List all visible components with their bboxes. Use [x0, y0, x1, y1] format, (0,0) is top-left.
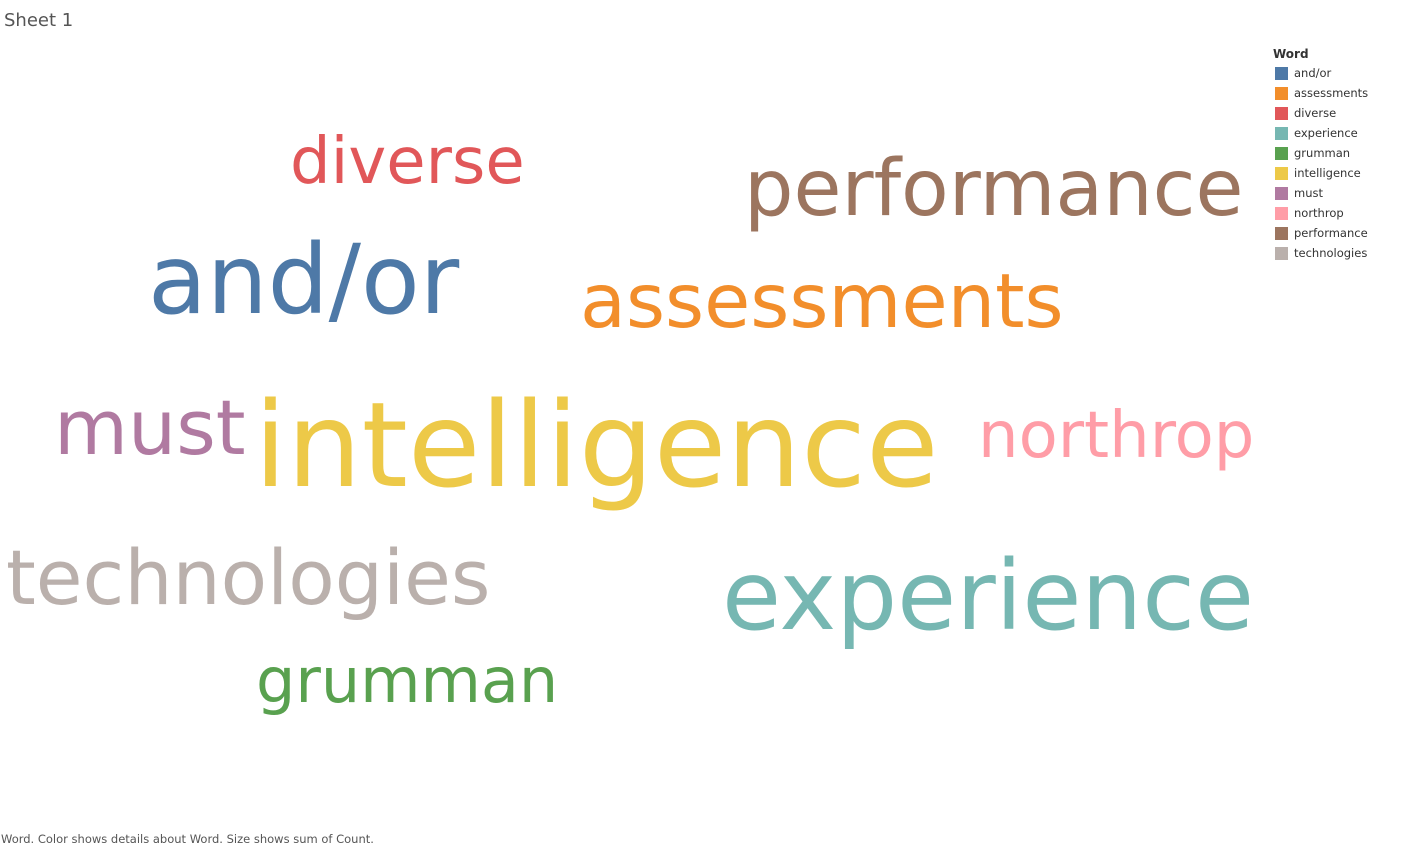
legend-item[interactable]: and/or	[1273, 63, 1403, 83]
legend-swatch	[1275, 106, 1288, 120]
legend-label: and/or	[1294, 66, 1332, 80]
legend-label: technologies	[1294, 246, 1368, 260]
legend-swatch	[1275, 166, 1288, 180]
legend-item[interactable]: performance	[1273, 223, 1403, 243]
word-grumman[interactable]: grumman	[256, 644, 559, 717]
legend-label: diverse	[1294, 106, 1337, 120]
legend-label: northrop	[1294, 206, 1344, 220]
legend-item[interactable]: experience	[1273, 123, 1403, 143]
legend-label: experience	[1294, 126, 1358, 140]
legend-swatch	[1275, 246, 1288, 260]
word-must[interactable]: must	[54, 383, 246, 472]
legend-items: and/or assessments diverse experience grumma…	[1273, 63, 1403, 263]
legend-swatch	[1275, 66, 1288, 80]
word-technologies[interactable]: technologies	[6, 533, 491, 622]
legend: Word and/or assessments diverse experience g…	[1273, 46, 1403, 263]
legend-item[interactable]: grumman	[1273, 143, 1403, 163]
chart-caption: Word. Color shows details about Word. Si…	[1, 832, 374, 846]
legend-item[interactable]: assessments	[1273, 83, 1403, 103]
word-northrop[interactable]: northrop	[978, 399, 1255, 473]
legend-label: grumman	[1294, 146, 1351, 160]
word-assessments[interactable]: assessments	[580, 257, 1064, 345]
legend-swatch	[1275, 186, 1288, 200]
legend-label: must	[1294, 186, 1323, 200]
legend-item[interactable]: must	[1273, 183, 1403, 203]
legend-item[interactable]: northrop	[1273, 203, 1403, 223]
legend-item[interactable]: intelligence	[1273, 163, 1403, 183]
sheet-title: Sheet 1	[4, 10, 74, 31]
legend-label: performance	[1294, 226, 1368, 240]
legend-label: intelligence	[1294, 166, 1361, 180]
legend-swatch	[1275, 146, 1288, 160]
legend-swatch	[1275, 86, 1288, 100]
legend-swatch	[1275, 206, 1288, 220]
legend-label: assessments	[1294, 86, 1369, 100]
word-intelligence[interactable]: intelligence	[254, 376, 939, 514]
legend-item[interactable]: diverse	[1273, 103, 1403, 123]
legend-swatch	[1275, 226, 1288, 240]
word-diverse[interactable]: diverse	[290, 125, 525, 199]
legend-item[interactable]: technologies	[1273, 243, 1403, 263]
legend-title: Word	[1273, 47, 1309, 61]
word-performance[interactable]: performance	[744, 144, 1244, 234]
legend-swatch	[1275, 126, 1288, 140]
word-and-or[interactable]: and/or	[148, 224, 460, 336]
word-experience[interactable]: experience	[722, 540, 1255, 652]
